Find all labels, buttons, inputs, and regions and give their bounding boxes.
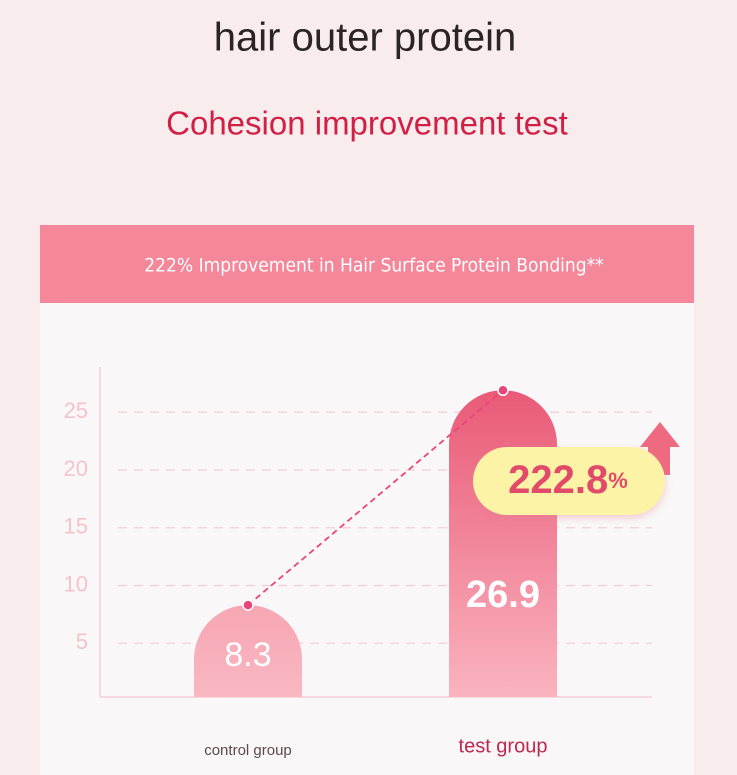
page-subtitle: Cohesion improvement test	[166, 105, 568, 142]
banner-text: 222% Improvement in Hair Surface Protein…	[144, 255, 604, 277]
x-tick-label: test group	[459, 735, 548, 757]
y-tick-label: 20	[64, 456, 88, 481]
annotation-number: 222.8	[508, 458, 608, 502]
y-tick-label: 15	[64, 514, 88, 539]
value-label: 26.9	[466, 574, 540, 616]
point	[242, 599, 254, 611]
bar	[449, 390, 557, 697]
point	[497, 384, 509, 397]
value-label: 8.3	[224, 636, 271, 674]
y-tick-label: 25	[64, 398, 88, 423]
bar	[194, 605, 302, 697]
annotation: 222.8%	[508, 458, 628, 502]
panel-header	[40, 225, 694, 303]
trend-line	[247, 389, 504, 606]
page-title: hair outer protein	[214, 16, 516, 60]
x-tick-label: control group	[204, 742, 292, 759]
annotation-bubble	[473, 447, 665, 515]
y-tick-label: 10	[64, 571, 88, 596]
y-tick-label: 5	[76, 629, 88, 654]
annotation-unit: %	[608, 468, 628, 493]
